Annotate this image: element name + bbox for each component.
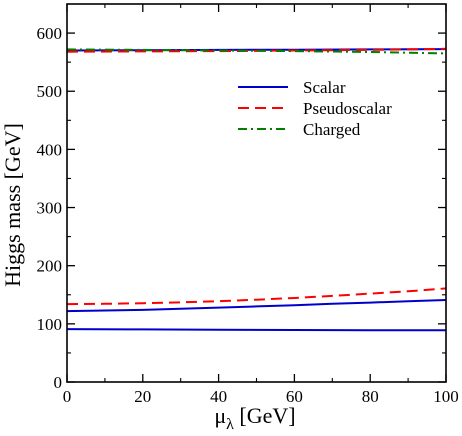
axis-ticks [66,4,447,383]
x-axis-title-symbol: μ [214,403,226,428]
y-tick-label: 200 [37,257,63,276]
x-tick-label: 80 [362,387,379,406]
x-axis-title-unit: [GeV] [234,403,296,428]
y-tick-label: 500 [37,82,63,101]
x-axis-title: μλ [GeV] [214,403,295,433]
legend-label-scalar: Scalar [303,78,346,97]
legend-label-pseudoscalar: Pseudoscalar [303,99,392,118]
x-tick-label: 100 [433,387,459,406]
legend-label-charged: Charged [303,120,361,139]
x-tick-label: 40 [210,387,227,406]
y-tick-label: 300 [37,199,63,218]
legend: Scalar Pseudoscalar Charged [238,78,392,139]
series-line-pseudoscalar-4 [66,47,447,53]
y-axis-title: Higgs mass [GeV] [0,123,25,287]
series-line-pseudoscalar-3 [66,287,447,306]
y-tick-label: 100 [37,315,63,334]
y-tick-label: 400 [37,140,63,159]
series-line-charged-5 [66,48,447,55]
plot-frame [66,3,447,383]
series-line-scalar-0 [66,299,447,313]
x-tick-label: 20 [134,387,151,406]
tick-labels: 0 20 40 60 80 100 0 100 200 300 400 500 600 [37,24,459,406]
y-tick-label: 600 [37,24,63,43]
y-tick-label: 0 [54,373,63,392]
x-tick-label: 60 [286,387,303,406]
series-lines [66,47,447,332]
x-tick-label: 0 [63,387,72,406]
x-axis-title-subscript: λ [226,416,234,433]
series-line-scalar-1 [66,328,446,332]
